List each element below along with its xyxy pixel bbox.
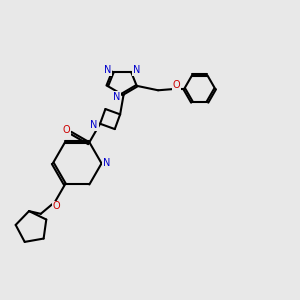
Text: O: O <box>173 80 180 90</box>
Text: N: N <box>103 158 111 168</box>
Text: N: N <box>113 92 120 102</box>
Text: N: N <box>133 65 140 75</box>
Text: N: N <box>104 65 111 75</box>
Text: O: O <box>52 201 60 212</box>
Text: O: O <box>62 125 70 135</box>
Text: N: N <box>90 120 98 130</box>
